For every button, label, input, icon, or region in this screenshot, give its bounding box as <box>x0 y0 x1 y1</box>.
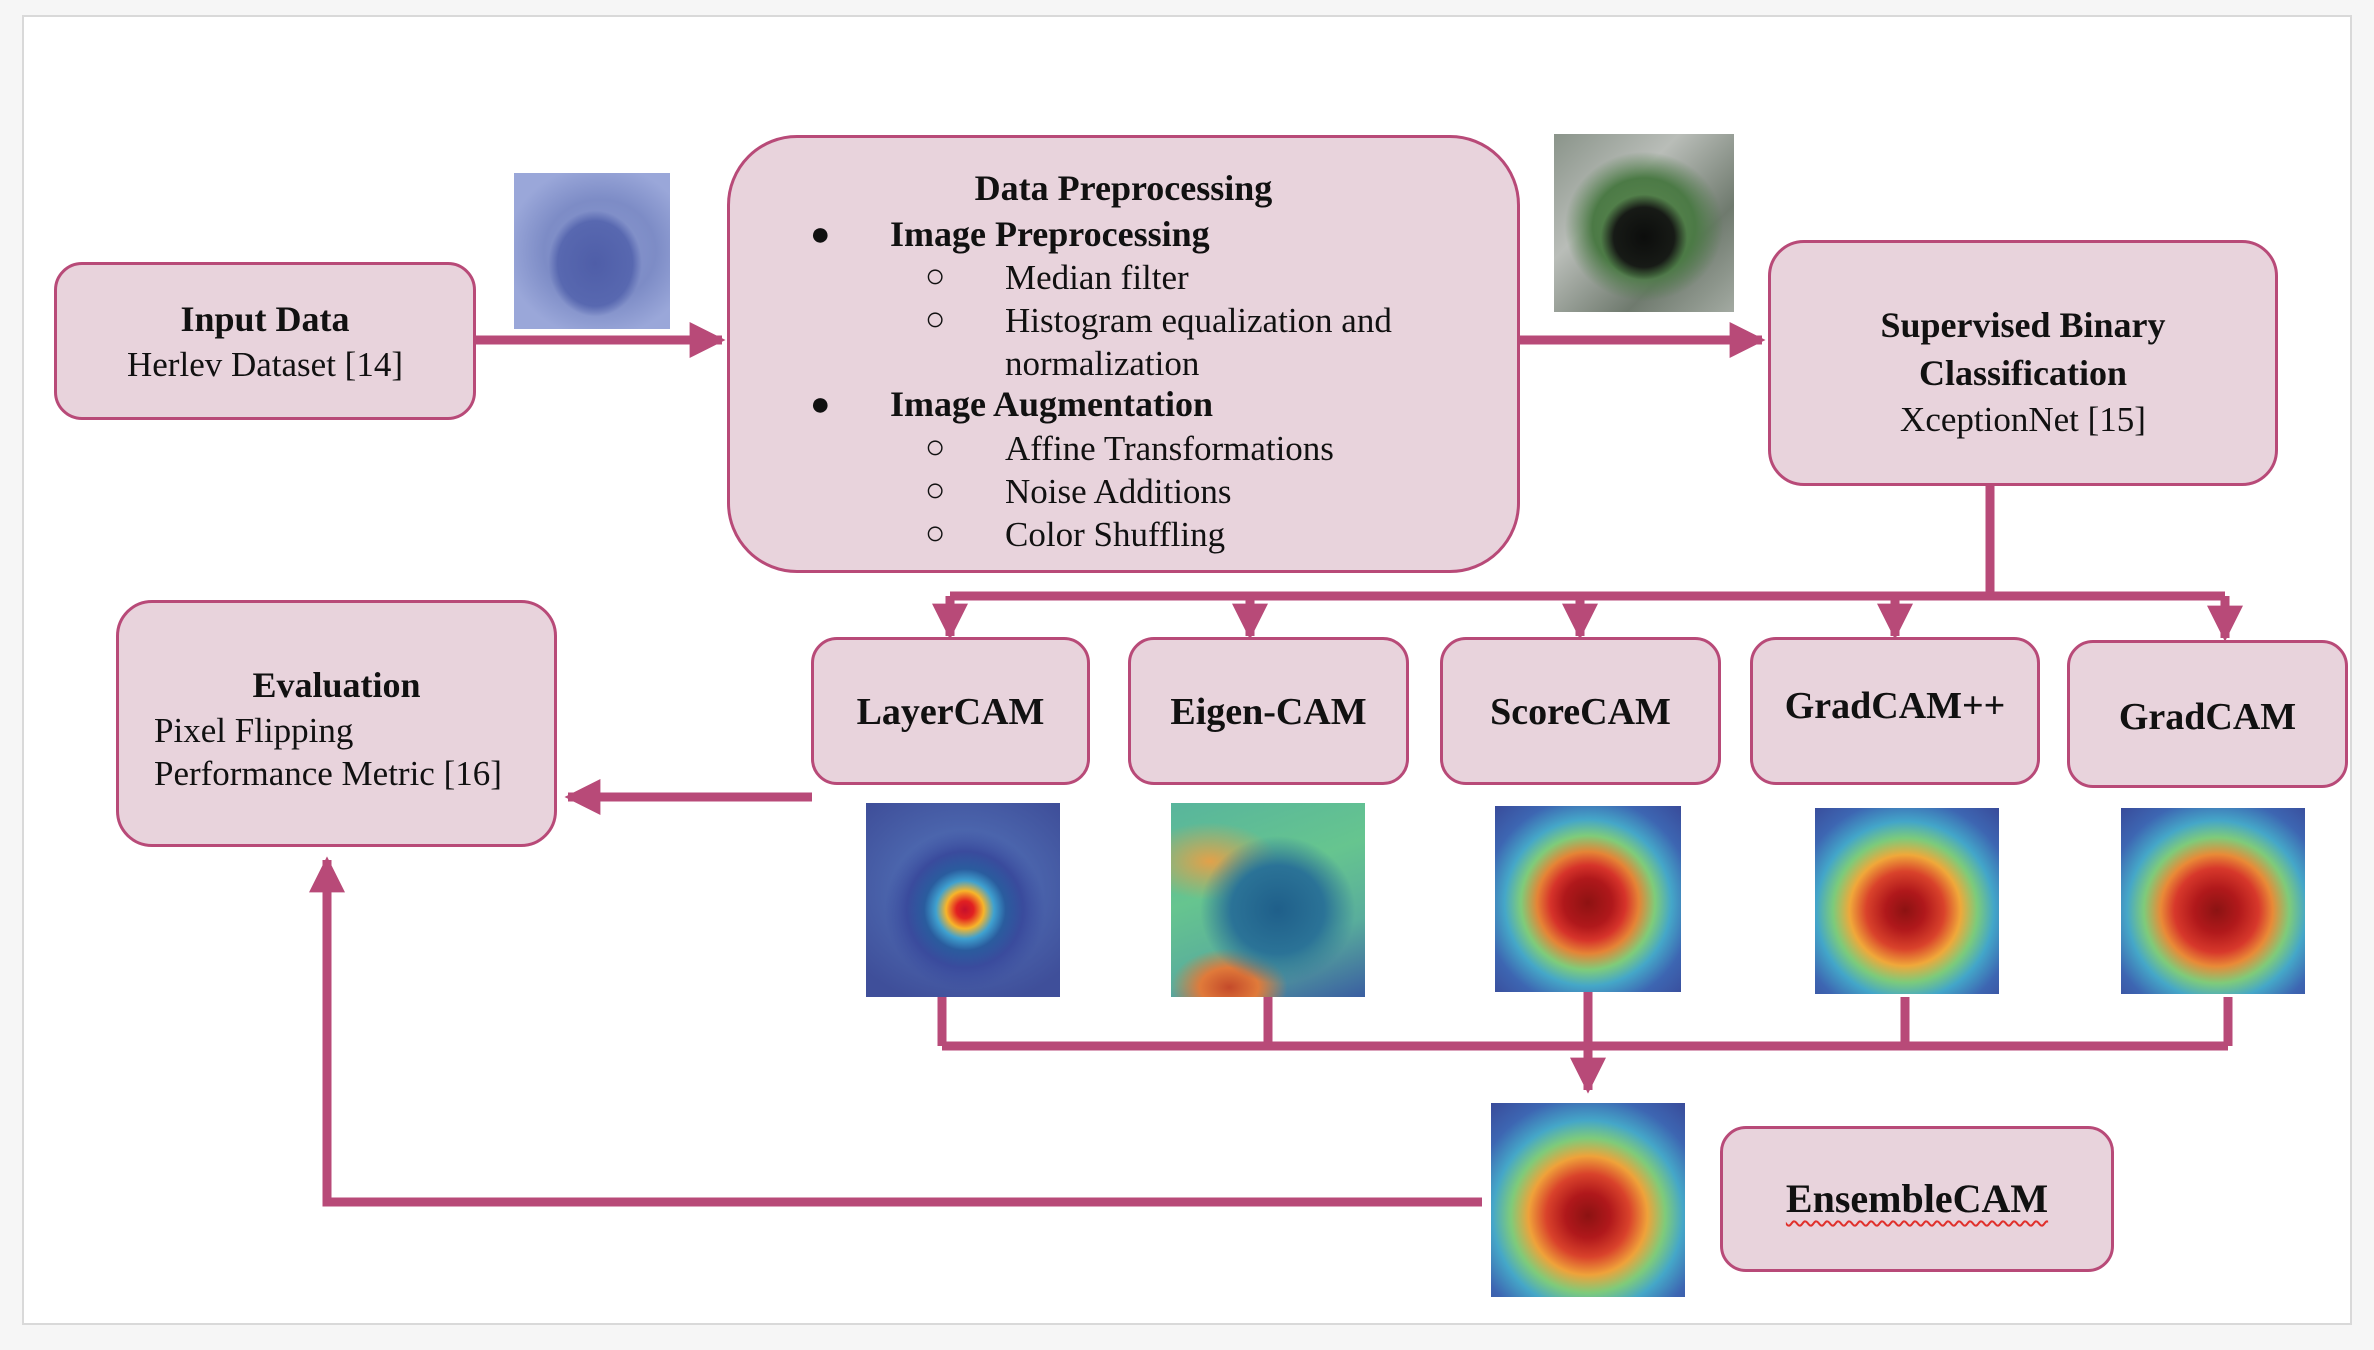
scorecam-heatmap-image <box>1495 806 1681 992</box>
gradcam-heatmap-image <box>2121 808 2305 994</box>
cam-box-gradcampp: GradCAM++ <box>1750 637 2040 785</box>
preprocessing-item: Median filter <box>1005 258 1189 297</box>
input-data-title: Input Data <box>180 299 350 339</box>
preprocessing-item: normalization <box>1005 344 1200 383</box>
preprocessing-item: Noise Additions <box>1005 472 1232 511</box>
cam-label: ScoreCAM <box>1490 691 1671 733</box>
evaluation-box: Evaluation Pixel Flipping Performance Me… <box>116 600 557 847</box>
ensemblecam-heatmap-image <box>1491 1103 1685 1297</box>
classifier-title-line2: Classification <box>1918 353 2127 393</box>
input-cell-image <box>514 173 670 329</box>
gradcampp-heatmap-image <box>1815 808 1999 994</box>
bullet-icon: ● <box>810 386 831 423</box>
circle-bullet-icon: ○ <box>925 258 946 295</box>
circle-bullet-icon: ○ <box>925 429 946 466</box>
circle-bullet-icon: ○ <box>925 301 946 338</box>
cam-label: Eigen-CAM <box>1170 691 1367 733</box>
input-data-box: Input Data Herlev Dataset [14] <box>54 262 476 420</box>
circle-bullet-icon: ○ <box>925 472 946 509</box>
bullet-icon: ● <box>810 216 831 253</box>
preprocessing-item: Affine Transformations <box>1005 429 1334 468</box>
eigencam-heatmap-image <box>1171 803 1365 997</box>
preprocessing-item: Histogram equalization and <box>1005 301 1392 340</box>
cam-label: GradCAM <box>2118 696 2297 738</box>
preprocessed-cell-image <box>1554 134 1734 312</box>
ensemblecam-label: EnsembleCAM <box>1785 1176 2049 1221</box>
ensemblecam-box: EnsembleCAM <box>1720 1126 2114 1272</box>
evaluation-line1: Pixel Flipping <box>154 711 354 750</box>
classifier-box: Supervised Binary Classification Xceptio… <box>1768 240 2278 486</box>
evaluation-line2: Performance Metric [16] <box>154 754 502 793</box>
cam-box-gradcam: GradCAM <box>2067 640 2348 788</box>
cam-box-scorecam: ScoreCAM <box>1440 637 1721 785</box>
layercam-heatmap-image <box>866 803 1060 997</box>
circle-bullet-icon: ○ <box>925 515 946 552</box>
preprocessing-section-heading: Image Preprocessing <box>890 214 1210 254</box>
cam-box-layercam: LayerCAM <box>811 637 1090 785</box>
cam-label: GradCAM++ <box>1784 685 2006 727</box>
preprocessing-item: Color Shuffling <box>1005 515 1226 554</box>
preprocessing-title: Data Preprocessing <box>974 168 1273 208</box>
classifier-title-line1: Supervised Binary <box>1880 305 2166 345</box>
cam-box-eigencam: Eigen-CAM <box>1128 637 1409 785</box>
input-data-subtitle: Herlev Dataset [14] <box>127 345 403 384</box>
preprocessing-box: Data Preprocessing ● Image Preprocessing… <box>727 135 1520 573</box>
classifier-subtitle: XceptionNet [15] <box>1900 400 2146 439</box>
preprocessing-section-heading: Image Augmentation <box>890 384 1213 424</box>
cam-label: LayerCAM <box>856 691 1045 733</box>
evaluation-title: Evaluation <box>252 665 421 705</box>
